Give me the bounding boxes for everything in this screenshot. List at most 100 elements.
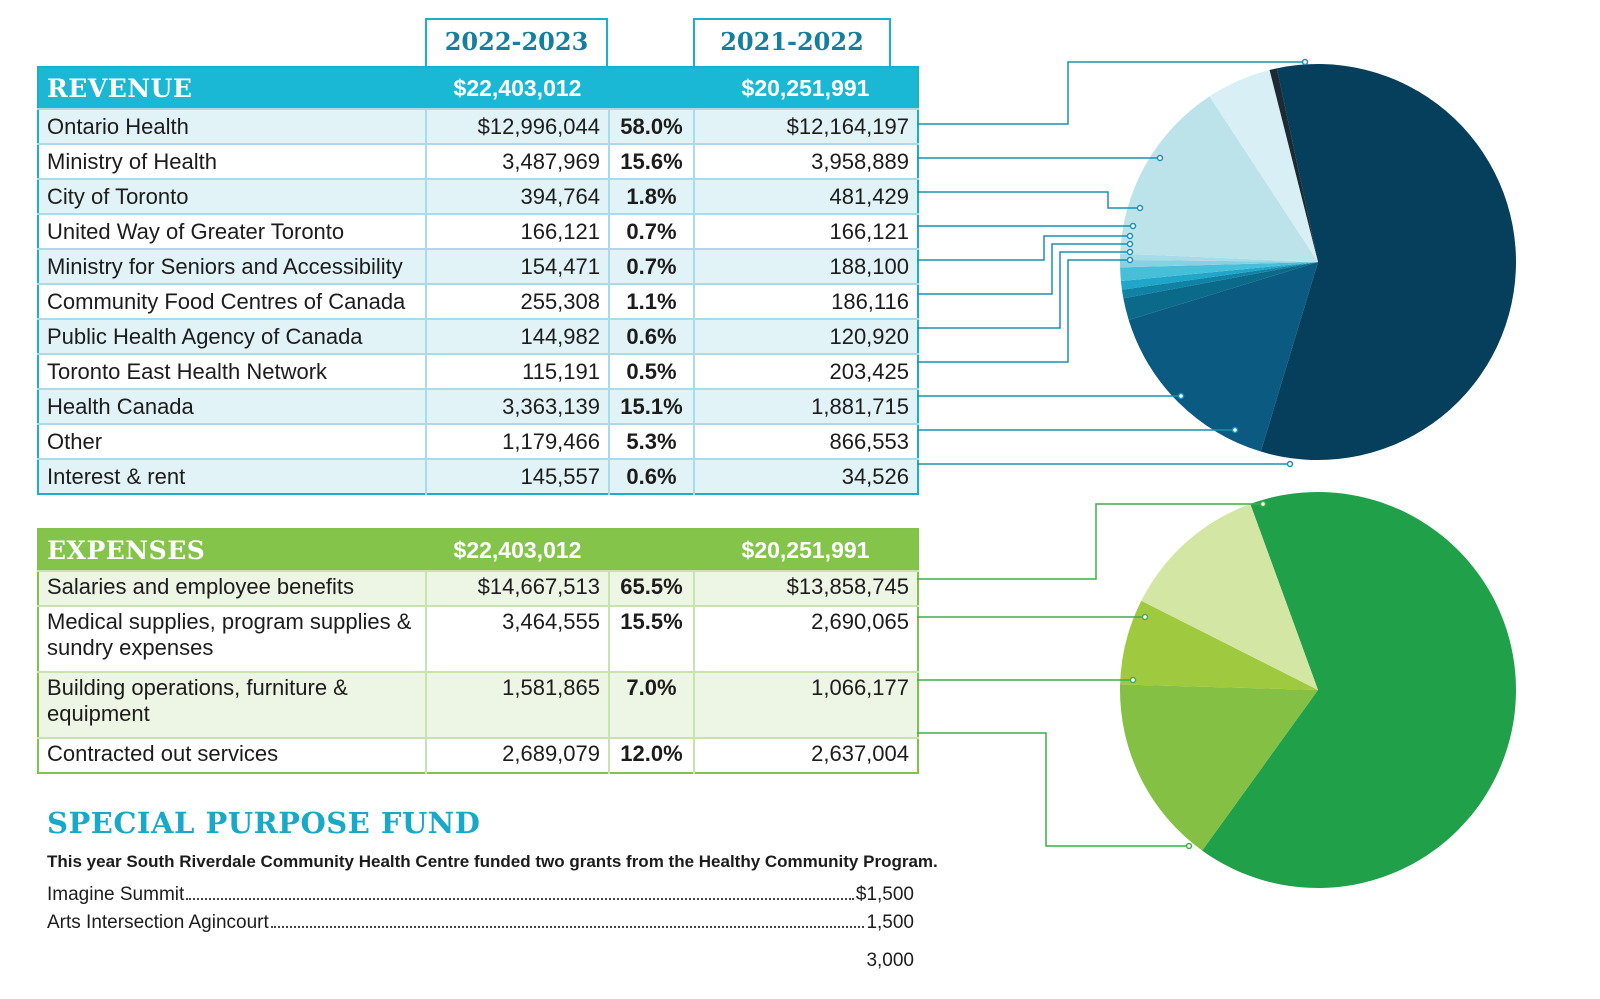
cell-current: $14,667,513: [426, 570, 610, 606]
fund-item-amount: 1,500: [866, 912, 914, 933]
cell-pct: 65.5%: [609, 570, 695, 606]
cell-pct: 0.7%: [609, 248, 695, 284]
special-purpose-fund-description: This year South Riverdale Community Heal…: [47, 852, 938, 871]
expenses-leader-dot: [1141, 613, 1149, 621]
cell-pct: 0.5%: [609, 353, 695, 389]
table-row: Other 1,179,466 5.3% 866,553: [38, 423, 918, 459]
revenue-leader-line: [917, 243, 1130, 295]
revenue-pie-slice: [1209, 70, 1318, 262]
revenue-total-current: $22,403,012: [453, 74, 582, 101]
revenue-table: REVENUE $22,403,012 $20,251,991 Ontario …: [37, 66, 919, 495]
fund-item: Imagine Summit $1,500: [47, 884, 914, 906]
cell-pct: 5.3%: [609, 423, 695, 459]
fund-item: Arts Intersection Agincourt 1,500: [47, 912, 914, 934]
cell-prior: 166,121: [694, 213, 918, 249]
cell-pct: 0.7%: [609, 213, 695, 249]
expenses-pie-slice: [1202, 492, 1516, 889]
fund-item-label: Imagine Summit: [47, 884, 185, 905]
cell-pct: 15.5%: [609, 605, 695, 672]
revenue-leader-line: [917, 61, 1305, 125]
table-row: Public Health Agency of Canada 144,982 0.6…: [38, 318, 918, 354]
cell-label: Interest & rent: [38, 458, 427, 494]
expenses-leader-lines: [917, 500, 1267, 850]
revenue-leader-line: [917, 259, 1130, 363]
table-row: Community Food Centres of Canada 255,308 1…: [38, 283, 918, 319]
cell-current: 2,689,079: [426, 737, 610, 773]
table-row: Salaries and employee benefits $14,667,51…: [38, 570, 918, 606]
revenue-leader-dot: [1286, 460, 1294, 468]
cell-prior: 188,100: [694, 248, 918, 284]
cell-prior: 120,920: [694, 318, 918, 354]
fund-item-amount: $1,500: [855, 884, 914, 905]
expenses-pie-slice: [1120, 600, 1318, 690]
revenue-pie-slice: [1123, 262, 1318, 321]
cell-label: Medical supplies, program supplies & sun…: [38, 605, 427, 672]
cell-label: United Way of Greater Toronto: [38, 213, 427, 249]
revenue-leader-line: [917, 251, 1130, 329]
revenue-header-row: REVENUE $22,403,012 $20,251,991: [38, 67, 918, 109]
expenses-leader-line: [917, 503, 1263, 580]
cell-current: 3,464,555: [426, 605, 610, 672]
revenue-leader-line: [917, 191, 1140, 209]
year-header-current: 2022-2023: [425, 18, 608, 66]
table-row: Medical supplies, program supplies & sun…: [38, 605, 918, 672]
revenue-leader-line: [917, 235, 1130, 261]
revenue-title: REVENUE: [47, 73, 193, 103]
cell-pct: 58.0%: [609, 108, 695, 144]
cell-label: City of Toronto: [38, 178, 427, 214]
cell-label: Salaries and employee benefits: [38, 570, 427, 606]
cell-label: Community Food Centres of Canada: [38, 283, 427, 319]
cell-current: 154,471: [426, 248, 610, 284]
revenue-leader-dot: [1129, 222, 1137, 230]
revenue-leader-dot: [1156, 154, 1164, 162]
revenue-leader-lines: [917, 58, 1309, 468]
cell-prior: 866,553: [694, 423, 918, 459]
cell-current: 115,191: [426, 353, 610, 389]
table-row: Ministry of Health 3,487,969 15.6% 3,958,88…: [38, 143, 918, 179]
cell-label: Health Canada: [38, 388, 427, 424]
fund-total: 3,000: [866, 950, 914, 971]
cell-prior: 2,690,065: [694, 605, 918, 672]
cell-prior: 481,429: [694, 178, 918, 214]
revenue-pie-slice: [1120, 259, 1318, 268]
cell-prior: 2,637,004: [694, 737, 918, 773]
cell-prior: $12,164,197: [694, 108, 918, 144]
cell-pct: 7.0%: [609, 671, 695, 738]
expenses-total-current: $22,403,012: [453, 536, 582, 563]
expenses-total-prior: $20,251,991: [741, 536, 870, 563]
cell-pct: 0.6%: [609, 318, 695, 354]
revenue-pie-slice: [1260, 63, 1517, 460]
cell-label: Toronto East Health Network: [38, 353, 427, 389]
revenue-pie-slice: [1120, 253, 1318, 262]
cell-pct: 0.6%: [609, 458, 695, 494]
table-row: Contracted out services 2,689,079 12.0% 2,6…: [38, 737, 918, 773]
revenue-total-prior: $20,251,991: [741, 74, 870, 101]
cell-label: Ministry of Health: [38, 143, 427, 179]
year-header-prior: 2021-2022: [693, 18, 891, 66]
cell-prior: 1,881,715: [694, 388, 918, 424]
table-row: Ministry for Seniors and Accessibility 15…: [38, 248, 918, 284]
cell-current: $12,996,044: [426, 108, 610, 144]
cell-prior: 203,425: [694, 353, 918, 389]
table-row: Ontario Health $12,996,044 58.0% $12,164,19…: [38, 108, 918, 144]
cell-current: 166,121: [426, 213, 610, 249]
cell-label: Other: [38, 423, 427, 459]
cell-pct: 1.1%: [609, 283, 695, 319]
cell-prior: 186,116: [694, 283, 918, 319]
cell-current: 1,179,466: [426, 423, 610, 459]
cell-pct: 15.6%: [609, 143, 695, 179]
expenses-leader-dot: [1259, 500, 1267, 508]
fund-item-label: Arts Intersection Agincourt: [47, 912, 269, 933]
expenses-pie-chart: [1120, 492, 1516, 889]
special-purpose-fund-title: SPECIAL PURPOSE FUND: [47, 806, 481, 840]
table-row: United Way of Greater Toronto 166,121 0.7%…: [38, 213, 918, 249]
cell-label: Contracted out services: [38, 737, 427, 773]
revenue-pie-chart: [1120, 63, 1517, 460]
table-row: Toronto East Health Network 115,191 0.5% 20…: [38, 353, 918, 389]
expenses-leader-dot: [1185, 842, 1193, 850]
expenses-pie-slice: [1120, 684, 1318, 851]
revenue-pie-slice: [1121, 262, 1318, 299]
table-row: Building operations, furniture & equipme…: [38, 671, 918, 738]
cell-prior: $13,858,745: [694, 570, 918, 606]
leader-dots: [270, 912, 865, 928]
